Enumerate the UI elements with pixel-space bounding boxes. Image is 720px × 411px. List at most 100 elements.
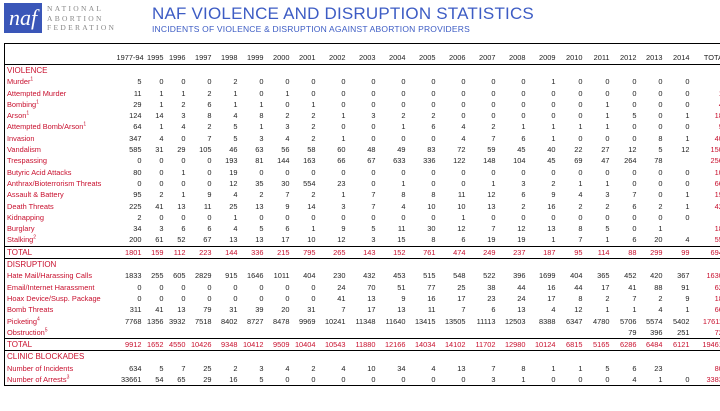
year-header-row: 1977-94 1995 1996 1997 1998 1999 2000 2001 2002 2… — [4, 43, 720, 65]
total-cell: 10412 — [239, 338, 266, 352]
value-cell: 0 — [431, 133, 436, 143]
value-cell: 2 — [491, 122, 496, 132]
value-cell — [665, 155, 692, 166]
row-label-text: Invasion — [7, 133, 35, 143]
total-cell: 95 — [557, 245, 585, 260]
section-header-row: DISRUPTION — [4, 258, 720, 271]
row-label: Butyric Acid Attacks — [5, 167, 117, 178]
value-cell: 25 — [203, 363, 212, 373]
value-cell: 2 — [311, 111, 316, 121]
value-cell: 1 — [551, 77, 556, 87]
value-cell: 0 — [632, 133, 637, 143]
value-cell: 4 — [461, 133, 466, 143]
value-cell: 19 — [487, 235, 496, 245]
value-cell: 0 — [371, 133, 376, 143]
value-cell: 0 — [181, 77, 186, 87]
value-cell: 17 — [601, 282, 610, 292]
value-cell: 13 — [255, 235, 264, 245]
row-label-text: Attempted Bomb/Arson — [7, 122, 84, 132]
value-cell: 56 — [281, 145, 290, 155]
value-cell: 25 — [229, 201, 238, 211]
value-cell: 23 — [487, 293, 496, 303]
value-cell: 0 — [632, 88, 637, 98]
row-label-text: Kidnapping — [7, 212, 44, 222]
total-cell: 88 — [611, 245, 639, 260]
value-cell: 2 — [311, 190, 316, 200]
year-header: 2003 — [347, 43, 378, 65]
value-cell: 4 — [159, 133, 164, 143]
value-cell: 2 — [578, 201, 583, 211]
value-cell: 0 — [371, 375, 376, 385]
value-cell: 24 — [517, 293, 526, 303]
value-cell: 0 — [371, 167, 376, 177]
table-row: Invasion 347 4 0 7 5 3 4 2 1 0 0 0 4 7 6 1 0 0 0 8 1 400 — [5, 133, 720, 144]
year-header: 2010 — [557, 43, 585, 65]
value-cell: 77 — [427, 282, 436, 292]
value-cell: 60 — [337, 145, 346, 155]
value-cell: 2 — [233, 77, 238, 87]
value-cell: 9 — [285, 201, 290, 211]
value-cell: 1 — [578, 122, 583, 132]
value-cell: 0 — [632, 122, 637, 132]
value-cell: 17 — [367, 305, 376, 315]
total-cell: 474 — [437, 245, 468, 260]
row-label: Invasion — [5, 133, 117, 144]
value-cell: 47 — [601, 156, 610, 166]
value-cell: 4 — [233, 224, 238, 234]
value-cell: 0 — [159, 282, 164, 292]
row-total-cell: 176112 — [702, 316, 720, 326]
value-cell: 605 — [173, 271, 186, 281]
value-cell: 633 — [393, 156, 406, 166]
value-cell — [585, 327, 612, 339]
value-cell: 0 — [685, 212, 690, 222]
row-label: Number of Incidents — [5, 363, 117, 374]
value-cell: 2 — [521, 201, 526, 211]
row-total-cell: 8 — [692, 76, 720, 87]
value-cell: 0 — [371, 212, 376, 222]
table-row: Anthrax/Bioterrorism Threats 0 0 0 0 12 35 30 55… — [5, 178, 720, 189]
section-title: VIOLENCE — [4, 64, 720, 77]
value-cell: 0 — [401, 77, 406, 87]
value-cell: 0 — [658, 178, 663, 188]
table-row: Death Threats 225 41 13 11 25 13 9 14 3 7 4 10 10 13 2 1… — [5, 201, 720, 212]
value-cell: 585 — [129, 145, 142, 155]
value-cell: 0 — [137, 293, 142, 303]
year-header: 2006 — [437, 43, 468, 65]
value-cell: 404 — [570, 271, 583, 281]
section-title: DISRUPTION — [4, 258, 720, 271]
value-cell: 5 — [371, 224, 376, 234]
value-cell: 0 — [578, 111, 583, 121]
value-cell: 396 — [513, 271, 526, 281]
value-cell: 3 — [491, 375, 496, 385]
value-cell: 7 — [341, 305, 346, 315]
value-cell: 0 — [401, 167, 406, 177]
row-label: Stalking2 — [5, 234, 117, 246]
value-cell: 34 — [397, 363, 406, 373]
value-cell: 12 — [337, 235, 346, 245]
row-label: Attempted Bomb/Arson1 — [5, 121, 117, 132]
value-cell — [166, 327, 188, 339]
total-cell: 6815 — [557, 338, 585, 352]
value-cell: 7 — [181, 363, 186, 373]
value-cell: 1 — [685, 305, 690, 315]
value-cell: 24 — [337, 282, 346, 292]
value-cell: 0 — [311, 212, 316, 222]
value-cell: 63 — [255, 145, 264, 155]
value-cell: 3 — [371, 235, 376, 245]
table-row: Hate Mail/Harassing Calls 1833 255 605 2829 9… — [5, 270, 720, 281]
year-header: 2001 — [291, 43, 318, 65]
value-cell: 49 — [397, 145, 406, 155]
total-cell: 4550 — [165, 338, 188, 352]
footnote-marker: 3 — [66, 374, 70, 381]
value-cell: 0 — [311, 375, 316, 385]
value-cell: 193 — [225, 156, 238, 166]
value-cell: 12 — [457, 224, 466, 234]
value-cell: 2 — [259, 190, 264, 200]
value-cell: 1833 — [125, 271, 142, 281]
value-cell: 0 — [658, 167, 663, 177]
value-cell: 41 — [155, 201, 164, 211]
value-cell: 13 — [487, 201, 496, 211]
value-cell: 2 — [551, 178, 556, 188]
row-label-text: Email/Internet Harassment — [7, 282, 95, 292]
value-cell: 95 — [133, 190, 142, 200]
